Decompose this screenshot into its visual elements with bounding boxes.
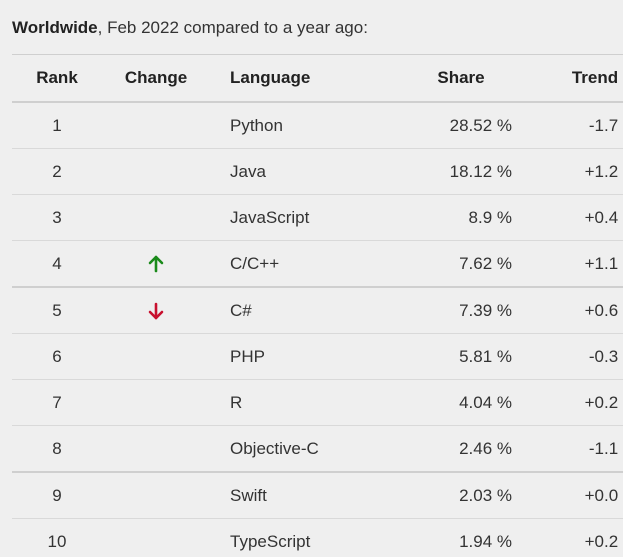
change-cell [102,379,210,426]
column-header-language: Language [210,54,360,103]
language-cell: Java [210,148,360,195]
change-cell [102,148,210,195]
language-cell: TypeScript [210,518,360,557]
share-cell: 2.46 % [360,425,522,473]
rank-cell: 2 [12,148,102,195]
rank-cell: 3 [12,194,102,241]
change-cell [102,472,210,519]
table-row: 5 C#7.39 %+0.6 % [12,287,623,334]
rank-cell: 7 [12,379,102,426]
table-row: 8 Objective-C2.46 %-1.1 % [12,425,623,473]
share-cell: 18.12 % [360,148,522,195]
share-cell: 28.52 % [360,102,522,149]
change-cell [102,194,210,241]
table-header-row: Rank Change Language Share Trend [12,54,623,103]
share-cell: 4.04 % [360,379,522,426]
rank-cell: 4 [12,240,102,288]
change-cell [102,333,210,380]
trend-cell: +0.4 % [522,194,623,241]
change-cell [102,240,210,288]
down-arrow-icon [147,301,165,321]
rank-cell: 6 [12,333,102,380]
trend-cell: +0.2 % [522,379,623,426]
rank-cell: 1 [12,102,102,149]
share-cell: 8.9 % [360,194,522,241]
share-cell: 1.94 % [360,518,522,557]
language-cell: Python [210,102,360,149]
column-header-change: Change [102,54,210,103]
trend-cell: -1.7 % [522,102,623,149]
column-header-share: Share [360,54,522,103]
table-row: 7 R4.04 %+0.2 % [12,379,623,426]
rank-cell: 10 [12,518,102,557]
trend-cell: -1.1 % [522,425,623,473]
trend-cell: +0.6 % [522,287,623,334]
up-arrow-icon [147,254,165,274]
language-cell: JavaScript [210,194,360,241]
language-cell: Objective-C [210,425,360,473]
share-cell: 5.81 % [360,333,522,380]
caption-text: , Feb 2022 compared to a year ago: [97,18,368,37]
trend-cell: +0.2 % [522,518,623,557]
share-cell: 2.03 % [360,472,522,519]
trend-cell: +0.0 % [522,472,623,519]
share-cell: 7.39 % [360,287,522,334]
column-header-rank: Rank [12,54,102,103]
table-row: 4 C/C++7.62 %+1.1 % [12,240,623,288]
language-cell: R [210,379,360,426]
change-cell [102,518,210,557]
language-cell: Swift [210,472,360,519]
trend-cell: +1.1 % [522,240,623,288]
table-caption: Worldwide, Feb 2022 compared to a year a… [12,18,368,38]
column-header-trend: Trend [522,54,623,103]
trend-cell: -0.3 % [522,333,623,380]
language-cell: C# [210,287,360,334]
change-cell [102,102,210,149]
language-cell: C/C++ [210,240,360,288]
rank-cell: 8 [12,425,102,473]
rank-cell: 5 [12,287,102,334]
trend-cell: +1.2 % [522,148,623,195]
rank-cell: 9 [12,472,102,519]
change-cell [102,425,210,473]
language-ranking-table: Rank Change Language Share Trend 1 Python… [12,54,623,557]
language-cell: PHP [210,333,360,380]
share-cell: 7.62 % [360,240,522,288]
caption-region: Worldwide [12,18,98,37]
change-cell [102,287,210,334]
